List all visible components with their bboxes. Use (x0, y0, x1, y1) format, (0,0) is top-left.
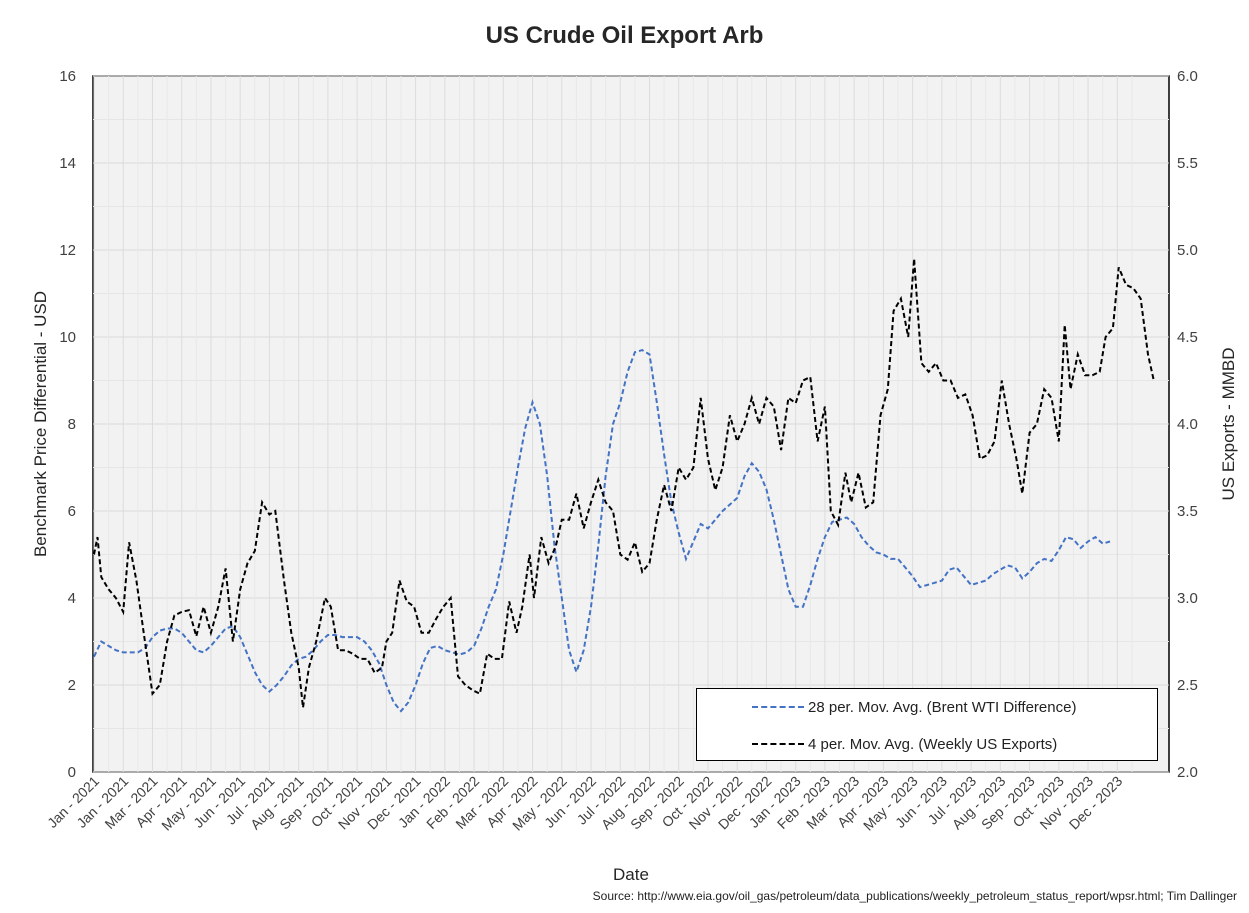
right-tick-label: 3.5 (1177, 503, 1198, 520)
chart-title: US Crude Oil Export Arb (485, 22, 764, 49)
left-tick-label: 10 (59, 329, 76, 346)
right-tick-label: 6.0 (1177, 68, 1198, 85)
legend-swatch-brent-wti (752, 706, 804, 708)
right-axis-ticks: 2.0 2.5 3.0 3.5 4.0 4.5 5.0 5.5 6.0 (1177, 68, 1198, 781)
legend-label-brent-wti: 28 per. Mov. Avg. (Brent WTI Difference) (808, 698, 1077, 716)
y2-axis-title: US Exports - MMBD (1219, 347, 1238, 500)
left-tick-label: 6 (68, 503, 76, 520)
series-lines (93, 258, 1155, 713)
left-tick-label: 4 (68, 590, 76, 607)
source-note: Source: http://www.eia.gov/oil_gas/petro… (592, 889, 1237, 903)
left-tick-label: 2 (68, 677, 76, 694)
right-tick-label: 2.5 (1177, 677, 1198, 694)
left-tick-label: 8 (68, 416, 76, 433)
legend-label-us-exports: 4 per. Mov. Avg. (Weekly US Exports) (808, 735, 1058, 753)
gridlines (93, 75, 1169, 773)
legend-swatch-us-exports (752, 743, 804, 745)
left-tick-label: 16 (59, 68, 76, 85)
legend-item-brent-wti: 28 per. Mov. Avg. (Brent WTI Difference) (752, 697, 1076, 717)
left-tick-label: 14 (59, 155, 76, 172)
series-line-us-exports (93, 258, 1155, 708)
right-tick-label: 4.5 (1177, 329, 1198, 346)
left-tick-label: 12 (59, 242, 76, 259)
legend-item-us-exports: 4 per. Mov. Avg. (Weekly US Exports) (752, 734, 1057, 754)
right-tick-label: 3.0 (1177, 590, 1198, 607)
right-tick-label: 2.0 (1177, 764, 1198, 781)
left-axis-ticks: 0 2 4 6 8 10 12 14 16 (59, 68, 76, 781)
y-axis-title: Benchmark Price Differential - USD (31, 291, 50, 557)
series-line-brent-wti (93, 349, 1111, 713)
right-tick-label: 5.0 (1177, 242, 1198, 259)
left-tick-label: 0 (68, 764, 76, 781)
x-axis-title: Date (613, 865, 649, 884)
right-tick-label: 4.0 (1177, 416, 1198, 433)
right-tick-label: 5.5 (1177, 155, 1198, 172)
legend: 28 per. Mov. Avg. (Brent WTI Difference)… (696, 688, 1158, 761)
